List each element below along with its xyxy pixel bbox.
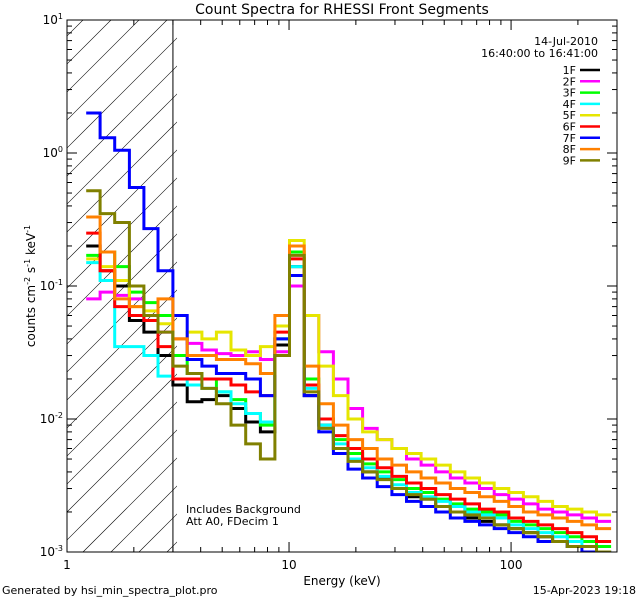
y-tick-label-exp: -2 xyxy=(55,411,63,420)
legend-date: 14-Jul-2010 xyxy=(534,35,598,48)
y-label-prefix: counts cm xyxy=(24,285,38,347)
annotation-background: Includes Background xyxy=(186,503,301,516)
x-tick-label: 1 xyxy=(63,558,71,572)
y-label-exp-1: -2 xyxy=(23,277,32,285)
hatch-line xyxy=(67,401,177,513)
x-tick-labels: 1 10 100 xyxy=(63,558,522,572)
chart-title: Count Spectra for RHESSI Front Segments xyxy=(195,2,489,18)
legend-time-range: 16:40:00 to 16:41:00 xyxy=(481,47,598,60)
legend-label-5F: 5F xyxy=(563,109,576,122)
hatch-line xyxy=(67,20,168,121)
series-line-9F xyxy=(86,189,612,552)
hatch-line xyxy=(67,20,140,93)
y-tick-label: 101 xyxy=(43,12,63,27)
legend-label-8F: 8F xyxy=(563,143,576,156)
y-tick-label-base: 10 xyxy=(43,146,58,160)
y-tick-label: 10-2 xyxy=(40,411,63,426)
y-label-mid-2: keV xyxy=(24,232,38,259)
y-tick-label: 10-3 xyxy=(40,544,63,559)
annotation-attenuator: Att A0, FDecim 1 xyxy=(186,515,279,528)
y-label-exp-3: -1 xyxy=(23,225,32,233)
legend-label-3F: 3F xyxy=(563,87,576,100)
y-tick-label-exp: 1 xyxy=(58,12,63,21)
legend-label-2F: 2F xyxy=(563,75,576,88)
x-tick-label: 10 xyxy=(281,558,296,572)
axes-group xyxy=(66,19,618,553)
y-tick-label-base: 10 xyxy=(40,545,55,559)
svg-text:counts cm-2 s-1 keV-1: counts cm-2 s-1 keV-1 xyxy=(23,225,38,347)
legend-label-9F: 9F xyxy=(563,154,576,167)
footer-generated-by: Generated by hsi_min_spectra_plot.pro xyxy=(2,584,218,597)
hatch-line xyxy=(67,65,177,177)
series-line-8F xyxy=(86,215,612,531)
hatch-line xyxy=(67,37,177,149)
x-axis-label: Energy (keV) xyxy=(303,574,380,588)
y-label-exp-2: -1 xyxy=(23,259,32,267)
legend-label-7F: 7F xyxy=(563,132,576,145)
y-tick-label-exp: 0 xyxy=(58,145,63,154)
y-tick-label-base: 10 xyxy=(43,13,58,27)
hatch-line xyxy=(67,177,177,289)
y-tick-label-exp: -1 xyxy=(55,278,63,287)
hatch-line xyxy=(82,457,177,552)
y-label-mid-1: s xyxy=(24,267,38,277)
hatch-line xyxy=(67,429,177,541)
y-tick-label-base: 10 xyxy=(40,412,55,426)
series-group xyxy=(86,111,612,552)
footer-date: 15-Apr-2023 19:18 xyxy=(533,584,636,597)
x-tick-label: 100 xyxy=(500,558,523,572)
y-tick-label-base: 10 xyxy=(40,279,55,293)
legend-label-4F: 4F xyxy=(563,98,576,111)
legend-label-6F: 6F xyxy=(563,121,576,134)
legend-label-1F: 1F xyxy=(563,64,576,77)
y-tick-label: 10-1 xyxy=(40,278,63,293)
y-tick-label-exp: -3 xyxy=(55,544,63,553)
y-tick-label: 100 xyxy=(43,145,63,160)
hatch-line xyxy=(67,233,177,345)
y-axis-label: counts cm-2 s-1 keV-1 xyxy=(23,225,38,347)
hatch-line xyxy=(67,373,177,485)
